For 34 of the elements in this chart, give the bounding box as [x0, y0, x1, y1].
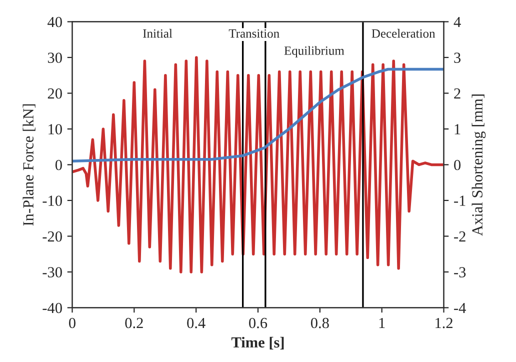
- x-tick-label: 0.8: [310, 318, 329, 328]
- y-tick-label: -40: [42, 302, 62, 314]
- y2-tick-label: 3: [454, 52, 461, 63]
- x-tick-label: 0: [69, 318, 76, 328]
- y2-tick-label: -4: [454, 302, 466, 313]
- y-tick-label: 20: [48, 88, 62, 99]
- x-tick-label: 1.2: [436, 318, 452, 328]
- y-axis-title: In-Plane Force [kN]: [22, 104, 36, 226]
- line-series: [72, 68, 444, 163]
- y2-tick-label: -3: [454, 267, 466, 278]
- y-tick-label: 40: [48, 16, 62, 28]
- y-tick-label: -20: [42, 231, 62, 242]
- y2-tick-label: -1: [454, 196, 466, 206]
- y2-tick-label: 2: [454, 88, 460, 99]
- y-tick-label: 0: [55, 160, 62, 170]
- annotation: Transition: [228, 29, 280, 38]
- line-series: [72, 56, 444, 274]
- y2-tick-label: 1: [454, 124, 460, 134]
- x-tick-label: 1: [379, 318, 385, 328]
- y2-axis-title: Axial Shortening [mm]: [472, 94, 486, 236]
- y-tick-label: -10: [42, 196, 62, 206]
- x-tick-label: 0.4: [187, 318, 206, 328]
- y-tick-label: 10: [48, 124, 62, 134]
- annotation: Initial: [143, 28, 172, 38]
- y-tick-label: 30: [48, 52, 62, 63]
- annotation: Equilibrium: [284, 46, 344, 58]
- y2-tick-label: -2: [454, 231, 466, 242]
- x-tick-label: 0.6: [249, 318, 268, 328]
- annotation: Deceleration: [372, 28, 436, 38]
- y2-tick-label: 4: [454, 16, 461, 28]
- y2-tick-label: 0: [454, 160, 461, 170]
- x-axis-title: Time [s]: [231, 336, 284, 350]
- y-tick-label: -30: [42, 267, 62, 278]
- x-tick-label: 0.2: [125, 318, 143, 328]
